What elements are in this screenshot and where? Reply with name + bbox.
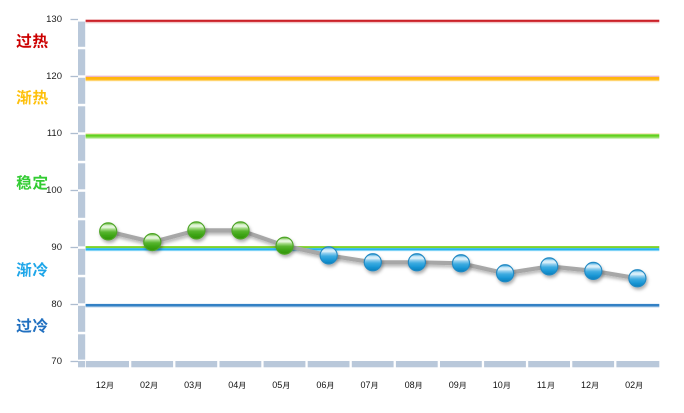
svg-text:04: 04 (228, 380, 238, 390)
svg-text:70: 70 (51, 356, 62, 367)
svg-text:02: 02 (140, 380, 150, 390)
svg-text:80: 80 (51, 299, 62, 310)
svg-text:12: 12 (581, 380, 591, 390)
svg-text:03: 03 (184, 380, 194, 390)
svg-text:02: 02 (625, 380, 635, 390)
svg-text:10: 10 (493, 380, 503, 390)
svg-text:110: 110 (47, 128, 62, 139)
svg-text:100: 100 (46, 185, 62, 196)
svg-text:11: 11 (537, 380, 546, 390)
svg-text:90: 90 (51, 242, 62, 253)
svg-text:12: 12 (96, 380, 106, 390)
svg-text:05: 05 (272, 380, 282, 390)
svg-text:08: 08 (405, 380, 415, 390)
svg-text:130: 130 (46, 14, 62, 25)
svg-text:06: 06 (316, 380, 326, 390)
svg-text:07: 07 (361, 380, 371, 390)
svg-text:120: 120 (46, 71, 62, 82)
svg-text:09: 09 (449, 380, 459, 390)
